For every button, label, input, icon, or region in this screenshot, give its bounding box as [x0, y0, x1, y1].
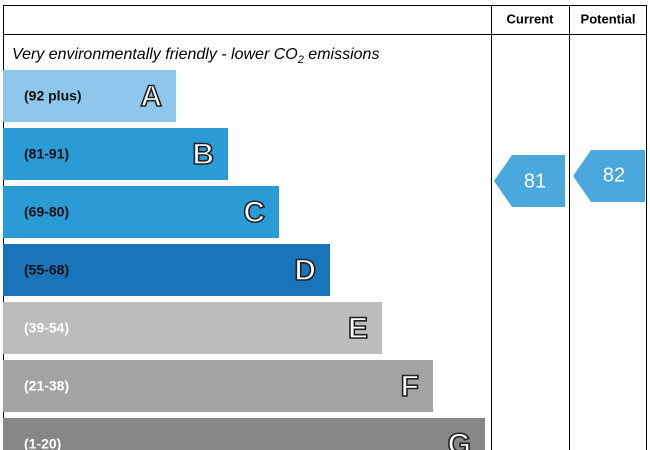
band-range: (21-38) [24, 378, 69, 394]
band-bar [3, 244, 330, 296]
band-letter: G [448, 428, 471, 450]
band-range: (81-91) [24, 146, 69, 162]
band-letter: D [294, 254, 316, 287]
bands: (92 plus) A (81-91) B (69-80) C (55-68) D (39-54… [3, 70, 485, 450]
band-range: (92 plus) [24, 88, 82, 104]
band-bar [3, 186, 279, 238]
band-range: (39-54) [24, 320, 69, 336]
current-header: Current [507, 11, 555, 26]
band-letter: C [243, 196, 265, 229]
current-arrow [494, 155, 565, 207]
band-bar [3, 70, 176, 122]
caption-subscript: 2 [297, 54, 304, 66]
band-letter: E [348, 312, 368, 345]
caption-text: emissions [304, 46, 380, 63]
band-letter: B [192, 138, 214, 171]
band-bar [3, 360, 433, 412]
band-bar [3, 128, 228, 180]
potential-value: 82 [603, 164, 625, 186]
band-range: (55-68) [24, 262, 69, 278]
caption: Very environmentally friendly - lower CO… [12, 46, 379, 66]
band-letter: F [401, 370, 419, 403]
potential-arrow [573, 150, 645, 202]
caption-text: Very environmentally friendly - lower CO [12, 46, 298, 63]
band-bar [3, 302, 382, 354]
band-range: (1-20) [24, 436, 61, 450]
band-letter: A [140, 80, 162, 113]
potential-header: Potential [581, 11, 636, 26]
band-bar [3, 418, 485, 450]
band-range: (69-80) [24, 204, 69, 220]
current-value: 81 [524, 170, 546, 192]
